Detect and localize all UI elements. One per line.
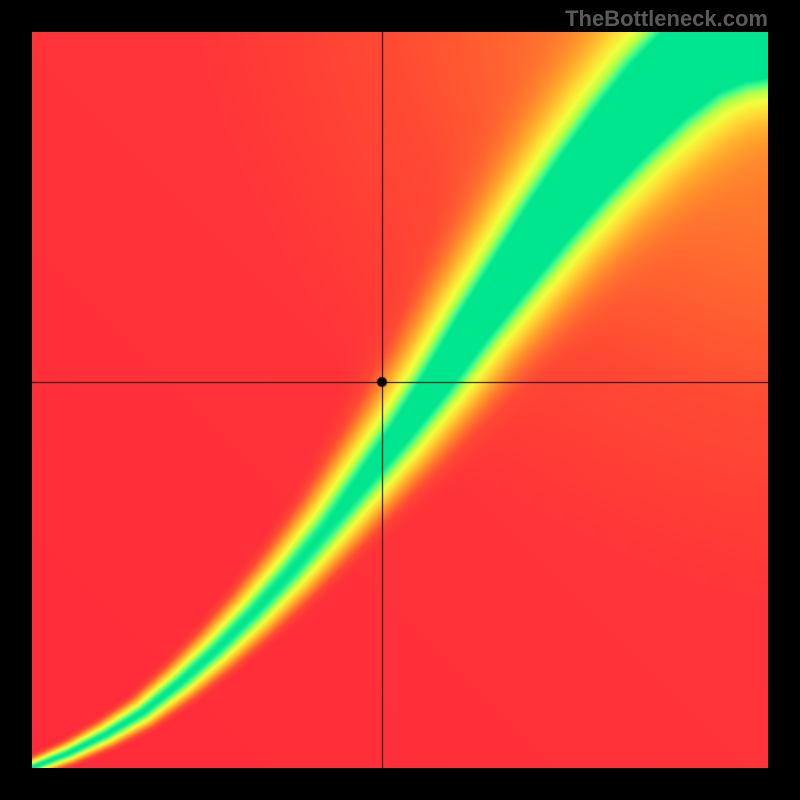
bottleneck-heatmap bbox=[32, 32, 768, 768]
watermark-text: TheBottleneck.com bbox=[565, 6, 768, 32]
chart-container: TheBottleneck.com bbox=[0, 0, 800, 800]
